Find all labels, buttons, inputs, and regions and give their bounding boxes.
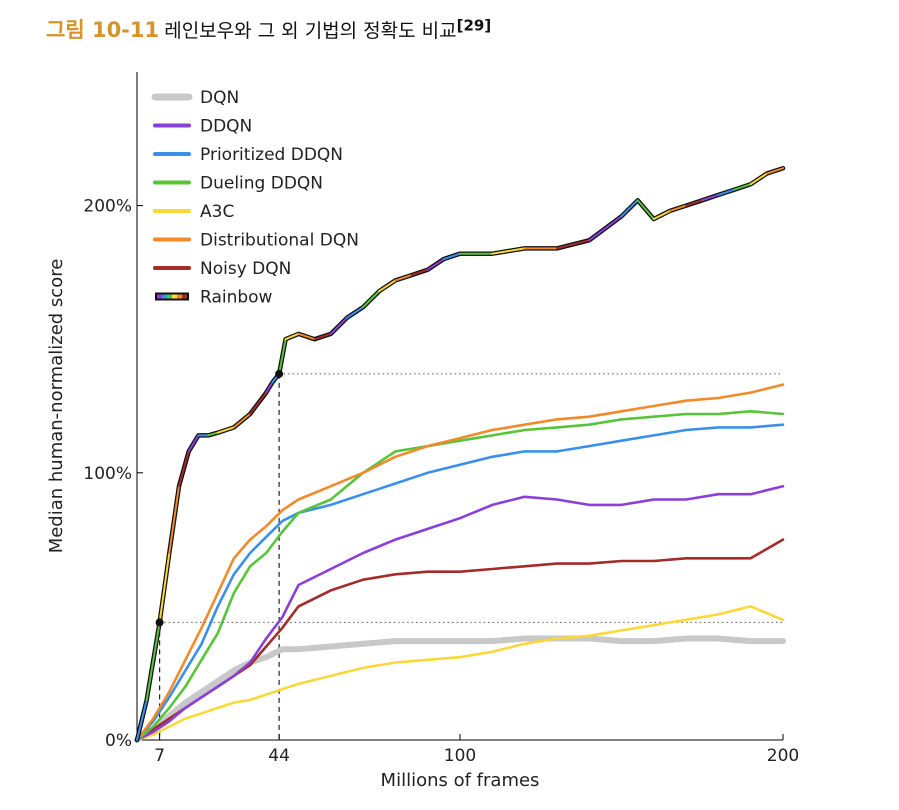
series-segment-rainbow bbox=[168, 485, 180, 554]
y-axis-label: Median human-normalized score bbox=[46, 259, 67, 554]
series-segment-rainbow bbox=[442, 252, 461, 261]
legend-label: A3C bbox=[200, 202, 234, 222]
rainbow-marker bbox=[155, 618, 164, 627]
ticks: 7 44 100 200 0% 100% 200% bbox=[83, 197, 799, 766]
x-tick-label: 200 bbox=[767, 746, 799, 766]
legend-label: Noisy DQN bbox=[200, 259, 291, 279]
series-segment-rainbow bbox=[297, 332, 316, 341]
legend-swatch-segment bbox=[157, 294, 162, 299]
series-segment-rainbow bbox=[636, 199, 655, 220]
series-lines bbox=[134, 165, 786, 743]
figure-label: 그림 10-11 bbox=[46, 18, 160, 42]
series-segment-rainbow bbox=[136, 698, 148, 741]
x-tick-label: 44 bbox=[268, 746, 290, 766]
y-tick-label: 0% bbox=[105, 731, 132, 751]
series-line-ddqn bbox=[135, 484, 785, 742]
series-segment-rainbow bbox=[249, 391, 268, 416]
legend-swatch-segment bbox=[167, 294, 172, 299]
legend-swatch-segment bbox=[172, 294, 177, 299]
figure-caption: 그림 10-11 레인보우와 그 외 기법의 정확도 비교[29] bbox=[46, 14, 491, 44]
series-segment-rainbow bbox=[158, 551, 171, 624]
series-segment-rainbow bbox=[207, 431, 219, 437]
series-line-distributional-dqn bbox=[135, 383, 785, 742]
legend-label: DQN bbox=[200, 88, 239, 108]
series-segment-rainbow bbox=[362, 290, 381, 309]
y-tick-label: 100% bbox=[83, 464, 132, 484]
legend-swatch-segment bbox=[177, 294, 182, 299]
series-segment-rainbow bbox=[313, 332, 332, 341]
series-segment-rainbow bbox=[329, 316, 348, 335]
series-segment-rainbow bbox=[620, 199, 639, 218]
series-segment-rainbow bbox=[685, 199, 704, 207]
x-tick-label: 7 bbox=[154, 746, 165, 766]
series-segment-rainbow bbox=[733, 183, 752, 191]
legend-label: DDQN bbox=[200, 117, 252, 137]
series-segment-rainbow bbox=[278, 338, 287, 375]
x-axis-label: Millions of frames bbox=[381, 770, 540, 791]
y-tick-label: 200% bbox=[83, 197, 132, 217]
legend-label: Dueling DDQN bbox=[200, 174, 323, 194]
legend-swatch-segment bbox=[182, 294, 187, 299]
legend: DQN DDQN Prioritized DDQN Dueling DDQN A3C Di… bbox=[151, 88, 359, 308]
figure-caption-text: 레인보우와 그 외 기법의 정확도 비교 bbox=[164, 20, 457, 42]
legend-label: Prioritized DDQN bbox=[200, 145, 343, 165]
legend-swatch-segment bbox=[162, 294, 167, 299]
series-segment-rainbow bbox=[187, 434, 200, 453]
series-segment-rainbow bbox=[232, 413, 252, 429]
series-segment-rainbow bbox=[345, 306, 365, 319]
series-segment-rainbow bbox=[284, 332, 300, 341]
series-segment-rainbow bbox=[668, 204, 688, 212]
series-segment-rainbow bbox=[378, 279, 397, 293]
series-segment-rainbow bbox=[555, 239, 591, 250]
series-segment-rainbow bbox=[177, 450, 190, 488]
series-line-dueling-ddqn bbox=[135, 410, 785, 742]
series-segment-rainbow bbox=[491, 247, 526, 255]
series-line-prioritized-ddqn bbox=[135, 423, 785, 742]
legend-label: Rainbow bbox=[200, 288, 273, 308]
series-segment-rainbow bbox=[652, 209, 671, 220]
x-tick-label: 100 bbox=[444, 746, 476, 766]
series-segment-rainbow bbox=[145, 621, 161, 701]
series-segment-rainbow bbox=[426, 258, 445, 271]
series-line-dqn bbox=[134, 635, 786, 743]
legend-label: Distributional DQN bbox=[200, 231, 359, 251]
series-segment-rainbow bbox=[216, 426, 235, 434]
series-line-a3c bbox=[135, 605, 785, 742]
figure-reference: [29] bbox=[456, 16, 492, 35]
rainbow-markers bbox=[155, 369, 284, 627]
series-segment-rainbow bbox=[749, 172, 768, 186]
rainbow-marker bbox=[275, 369, 284, 378]
series-segment-rainbow bbox=[765, 167, 784, 175]
series-segment-rainbow bbox=[588, 215, 623, 242]
series-segment-rainbow bbox=[701, 193, 720, 202]
series-segment-rainbow bbox=[717, 188, 736, 196]
series-segment-rainbow bbox=[410, 268, 429, 277]
guide-lines bbox=[159, 373, 783, 740]
series-segment-rainbow bbox=[265, 380, 274, 394]
series-segment-rainbow bbox=[394, 274, 413, 282]
